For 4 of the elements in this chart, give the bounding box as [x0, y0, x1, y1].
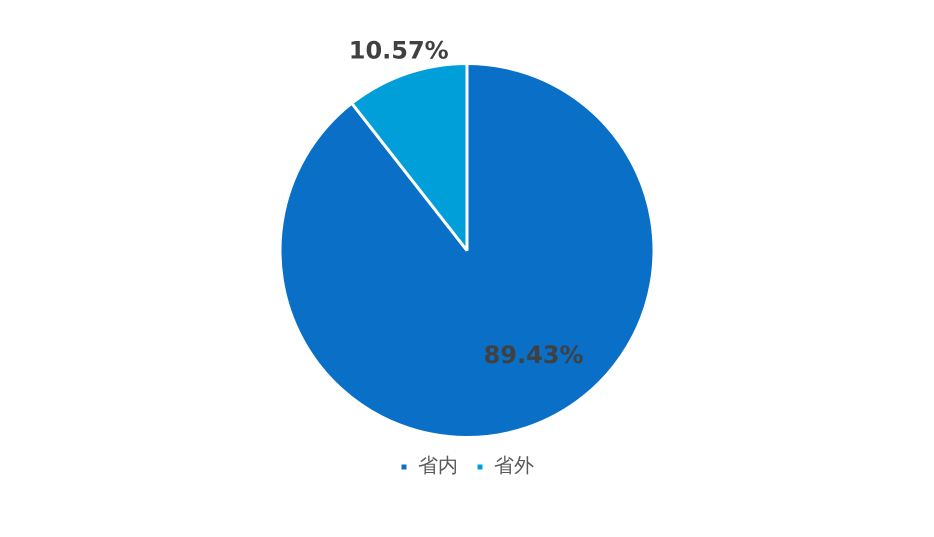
data-label: 89.43%: [484, 340, 584, 369]
data-label: 10.57%: [348, 36, 449, 65]
legend-label: 省外: [494, 453, 534, 478]
legend-label: 省内: [418, 453, 458, 478]
